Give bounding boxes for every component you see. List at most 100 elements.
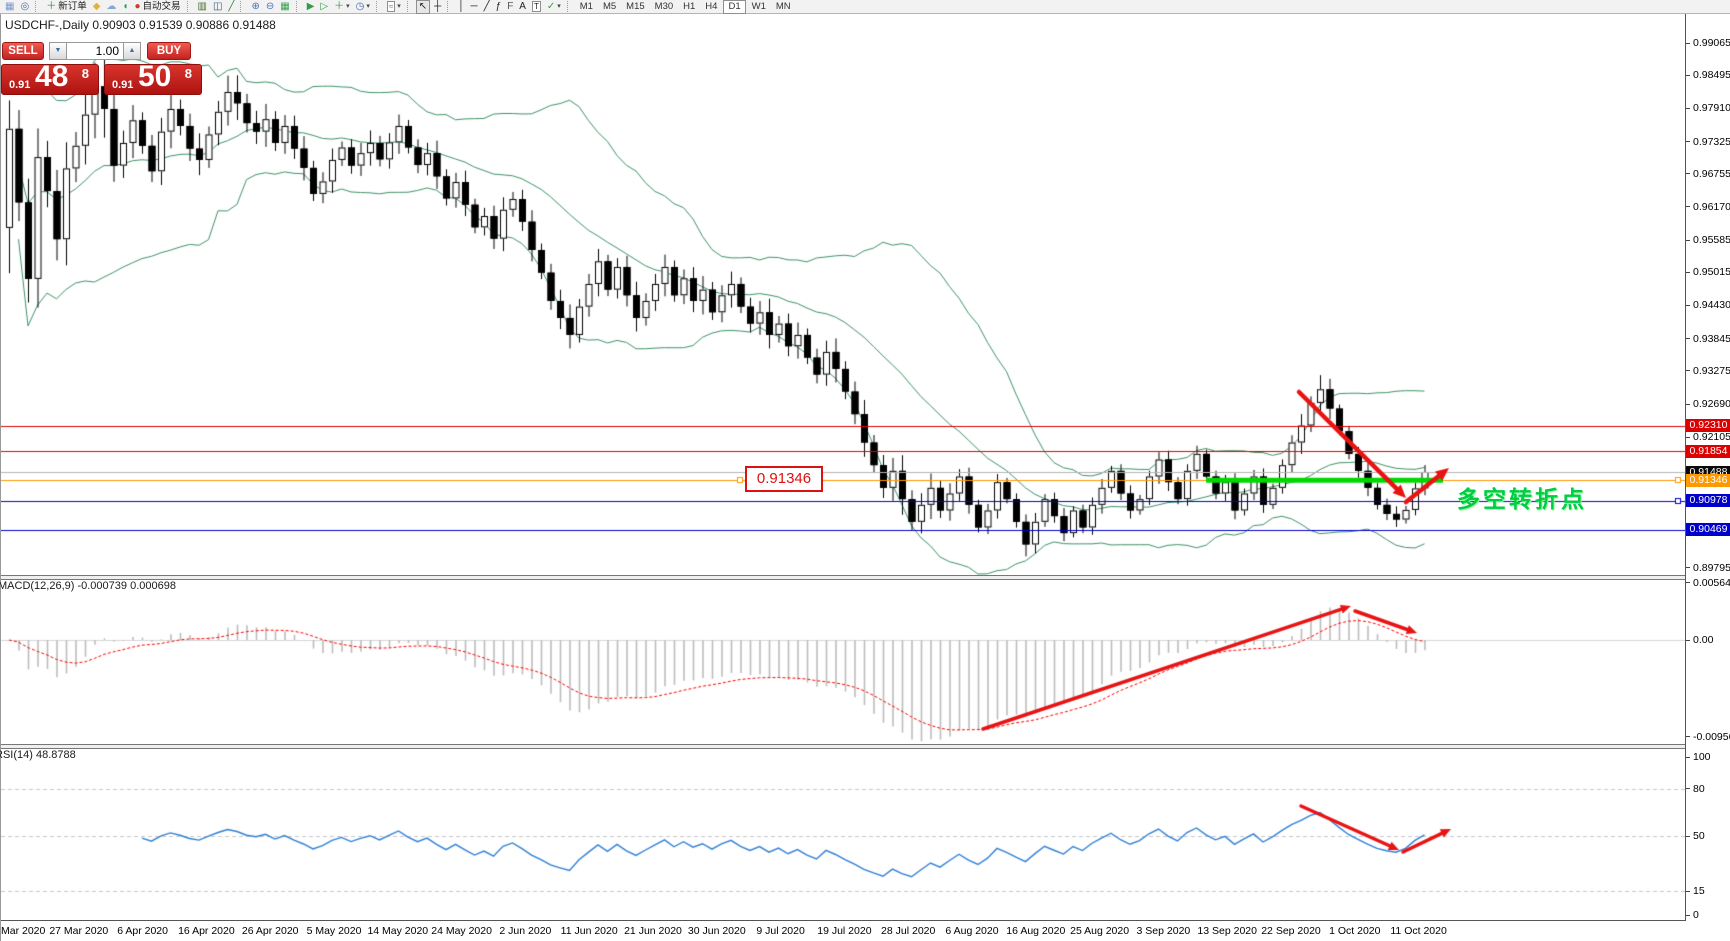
text-label-icon[interactable]: T (530, 1, 543, 13)
zoom-in-icon[interactable]: ⊕ (249, 1, 261, 13)
horizontal-line-icon: ─ (470, 0, 478, 12)
new-chart-icon[interactable]: ＋ ▾ (332, 1, 352, 13)
fibo-fan-icon[interactable]: F (505, 1, 515, 13)
chart-window[interactable]: 0.99065 0.98495 0.97910 0.97325 0.96755 0.961… (0, 14, 1730, 941)
chevron-down-icon: ▾ (397, 2, 401, 10)
time-axis[interactable]: Mar 2020 27 Mar 2020 6 Apr 2020 16 Apr 2020… (1, 922, 1685, 940)
new-order-button[interactable]: ＋新订单 (44, 1, 89, 13)
macd-panel-separator[interactable] (1, 575, 1730, 580)
price-axis-tick: 0.93275 (1686, 365, 1730, 377)
bar-chart-icon[interactable]: ▥ (196, 1, 209, 13)
price-level-text-object[interactable]: 0.91346 (745, 466, 823, 492)
buy-quote[interactable]: 0.91 50 8 (104, 60, 202, 95)
volume-input[interactable]: 1.00 (67, 42, 123, 60)
community-icon[interactable]: ☁ (104, 1, 118, 13)
price-axis-tick: 0.95015 (1686, 266, 1730, 278)
date-axis-label: Mar 2020 (1, 925, 46, 937)
main-chart-canvas[interactable] (1, 14, 1685, 575)
date-axis-label: 6 Apr 2020 (117, 925, 168, 937)
date-axis-label: 25 Aug 2020 (1070, 925, 1130, 937)
price-tick-label: 0.94430 (1693, 299, 1730, 312)
tile-windows-icon[interactable]: ▦ (278, 1, 291, 13)
indicators-icon[interactable]: ≈ ▾ (385, 1, 403, 13)
macd-tick-label: 0.00 (1693, 634, 1714, 646)
zoom-out-icon: ⊖ (265, 0, 275, 12)
price-tick-label: 0.96170 (1693, 200, 1730, 213)
sell-button[interactable]: SELL (2, 42, 44, 60)
line-chart-icon[interactable]: ╱ (226, 1, 236, 13)
autotrading-button[interactable]: ● 自动交易 (132, 1, 182, 13)
price-tick-label: 0.93845 (1693, 332, 1730, 345)
profiles-icon[interactable]: ◷ ▾ (354, 1, 372, 13)
macd-tick-label: 0.00564 (1693, 576, 1730, 589)
zoom-out-icon[interactable]: ⊖ (264, 1, 276, 13)
vertical-line-icon[interactable]: │ (456, 1, 466, 13)
rsi-indicator-label: RSI(14) 48.8788 (0, 749, 76, 761)
date-axis-label: 6 Aug 2020 (945, 925, 999, 937)
rsi-panel-separator[interactable] (1, 744, 1730, 749)
autotrading-button-label: 自动交易 (142, 0, 181, 12)
volume-decrease-stepper[interactable]: ▼ (49, 42, 67, 60)
timeframe-w1[interactable]: W1 (751, 0, 766, 12)
tick-dash (1686, 141, 1690, 143)
timeframe-mn[interactable]: MN (775, 0, 791, 12)
horizontal-line-icon[interactable]: ─ (469, 1, 480, 13)
timeframe-h1[interactable]: H1 (683, 0, 696, 12)
tick-dash (1686, 304, 1690, 306)
tick-dash (1686, 736, 1690, 738)
buy-button[interactable]: BUY (147, 42, 191, 60)
gold-icon[interactable]: ◆ (91, 1, 103, 13)
signals-icon[interactable]: ◖ (120, 1, 130, 13)
timeframe-h4[interactable]: H4 (705, 0, 718, 12)
candlestick-chart-icon[interactable]: ◫ (211, 1, 224, 13)
price-tick-label: 0.98495 (1693, 69, 1730, 82)
auto-scroll-icon[interactable]: ▶ (305, 1, 317, 13)
drawing-tools-icon[interactable]: ✓ ▾ (545, 1, 563, 13)
timeframe-m1[interactable]: M1 (579, 0, 593, 12)
macd-axis-tick: -0.009565 (1686, 731, 1730, 743)
tick-dash (1686, 206, 1690, 208)
price-tick-label: 0.92690 (1693, 398, 1730, 411)
fibonacci-icon[interactable]: ƒ (494, 1, 504, 13)
toolbar-separator (447, 1, 452, 12)
trendline-icon[interactable]: ╱ (482, 1, 492, 13)
rsi-axis-tick: 100 (1686, 751, 1711, 763)
toolbar-separator (240, 1, 245, 12)
macd-indicator-label: MACD(12,26,9) -0.000739 0.000698 (0, 580, 176, 592)
toolbar-separator (35, 1, 40, 12)
zoom-window-icon: ◎ (20, 0, 30, 12)
date-axis-label: 14 May 2020 (367, 925, 429, 937)
toolbar-separator (186, 1, 192, 12)
timeframe-m30[interactable]: M30 (654, 0, 674, 12)
date-axis-label: 5 May 2020 (306, 925, 362, 937)
new-order-icon: ＋ (46, 0, 57, 12)
price-tick-label: 0.97910 (1693, 102, 1730, 115)
chart-shift-icon[interactable]: ▷ (318, 1, 330, 13)
macd-panel-canvas[interactable] (1, 578, 1685, 744)
price-tick-label: 0.95015 (1693, 266, 1730, 279)
chart-shift-icon: ▷ (320, 0, 329, 12)
zoom-window-icon[interactable]: ◎ (18, 1, 31, 13)
sell-quote[interactable]: 0.91 48 8 (1, 60, 99, 95)
volume-increase-stepper[interactable]: ▲ (123, 42, 141, 60)
timeframe-m5[interactable]: M5 (602, 0, 617, 12)
cursor-icon[interactable]: ↖ (415, 0, 431, 14)
sell-price-prefix: 0.91 (9, 79, 31, 91)
timeframe-m15[interactable]: M15 (626, 0, 645, 12)
crosshair-icon[interactable]: ┼ (432, 1, 443, 13)
date-axis-label: 30 Jun 2020 (687, 925, 746, 937)
text-icon[interactable]: A (517, 1, 528, 13)
price-axis-tick: 0.94430 (1686, 299, 1730, 311)
rsi-panel-canvas[interactable] (1, 747, 1685, 920)
one-click-trading-panel: SELL ▼ 1.00 ▲ BUY 0.91 48 8 0.91 50 8 (1, 40, 202, 106)
date-axis-label: 16 Apr 2020 (178, 925, 235, 937)
chart-window-icon[interactable]: ▦ (3, 1, 16, 13)
price-axis[interactable]: 0.99065 0.98495 0.97910 0.97325 0.96755 0.961… (1686, 14, 1730, 921)
date-axis-label: 2 Jun 2020 (499, 925, 552, 937)
price-axis-border (1685, 14, 1686, 921)
date-axis-label: 11 Oct 2020 (1390, 925, 1447, 937)
price-level-badge: 0.91854 (1686, 444, 1730, 458)
timeframe-d1[interactable]: D1 (723, 0, 746, 14)
price-tick-label: 0.99065 (1693, 37, 1730, 49)
pivot-note-annotation[interactable]: 多空转折点 (1457, 486, 1587, 512)
